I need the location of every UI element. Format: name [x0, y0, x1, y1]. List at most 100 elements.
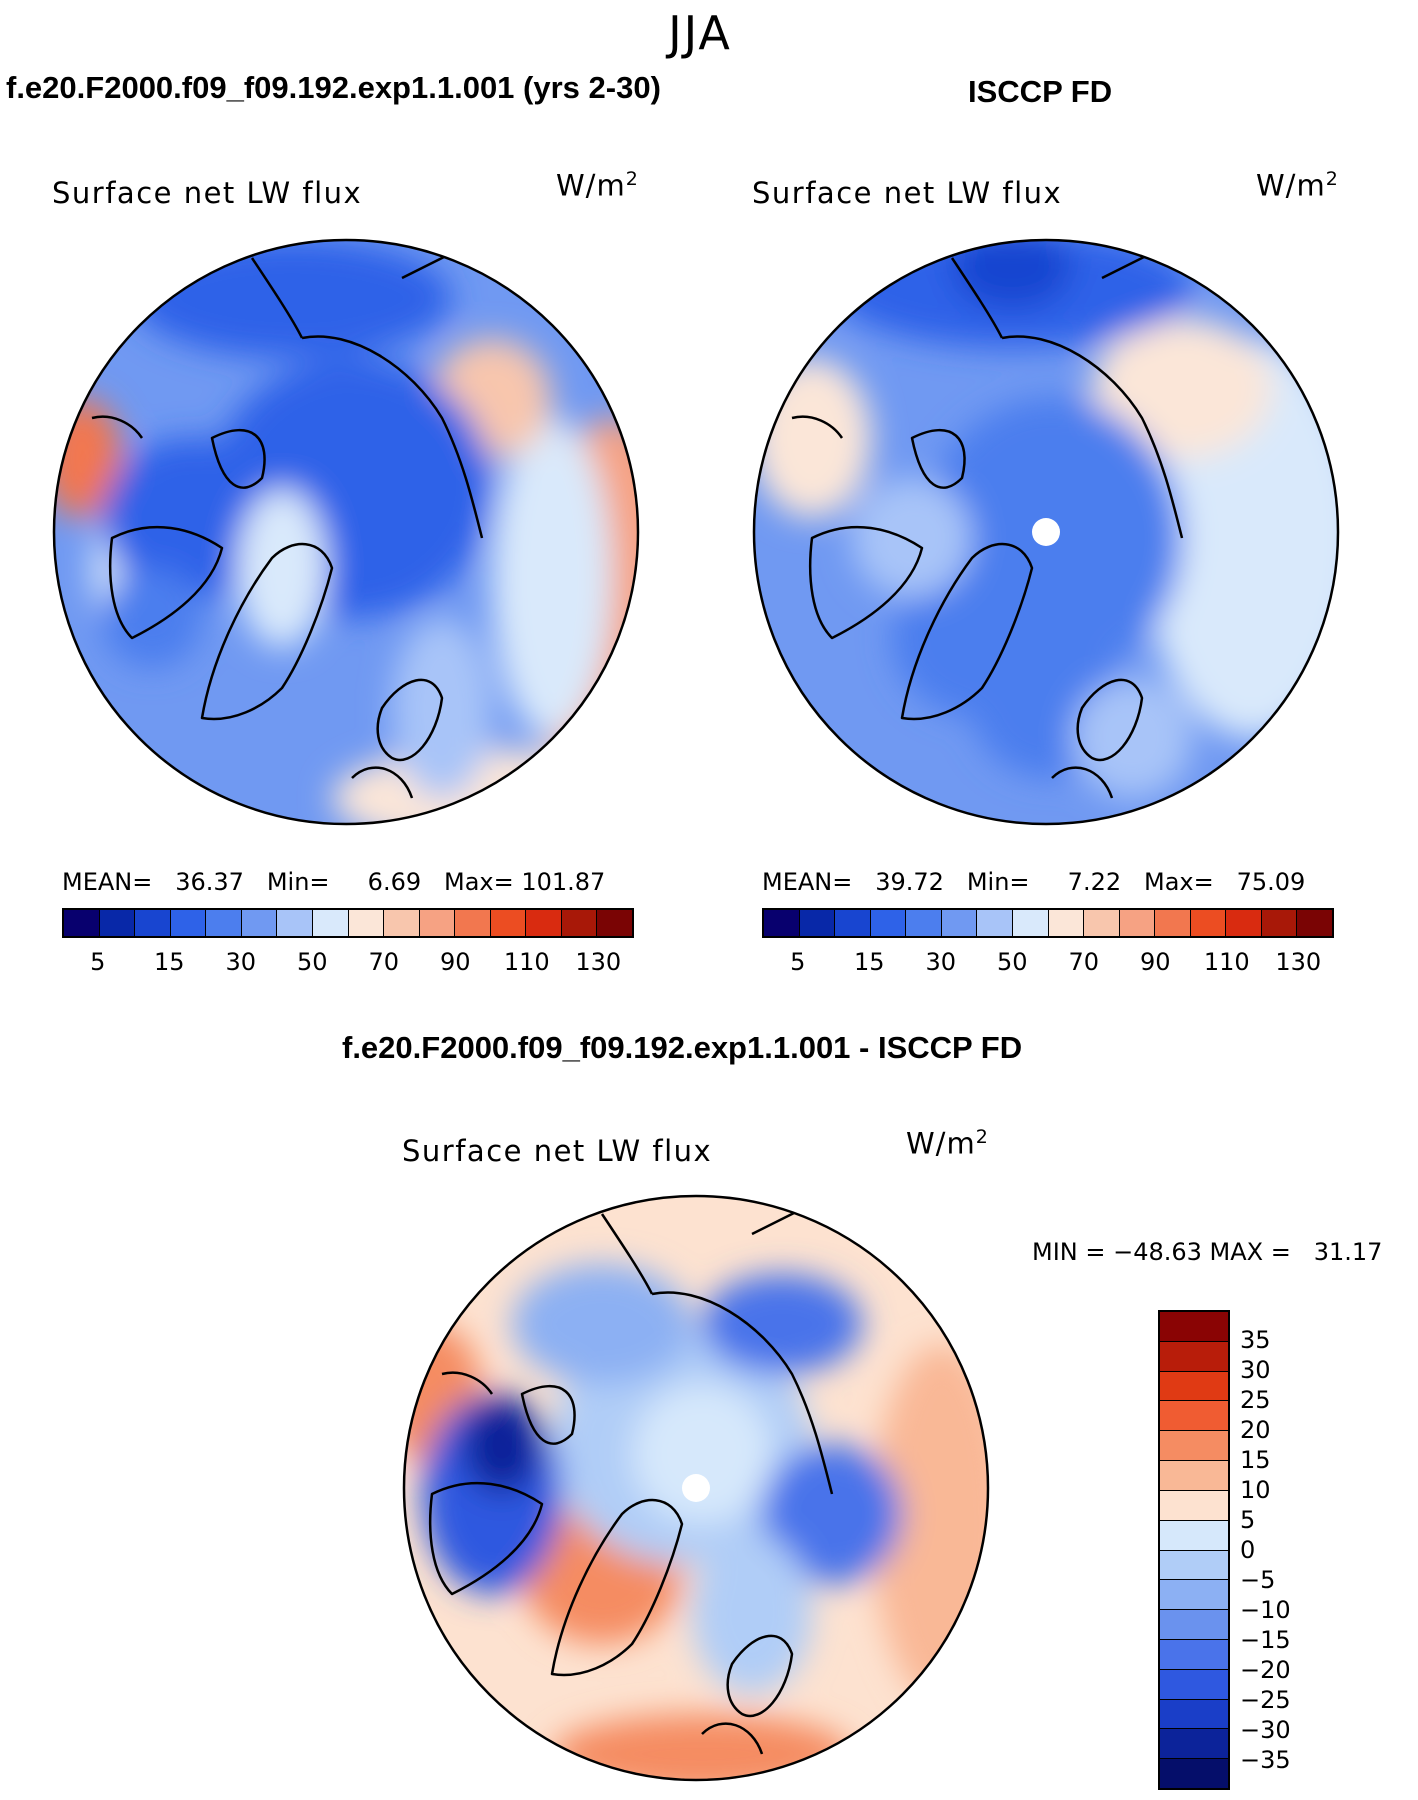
diff-polar-map — [402, 1194, 990, 1782]
colorbar-tick-label: −25 — [1240, 1686, 1291, 1714]
colorbar-tick-label: 15 — [153, 948, 185, 976]
diff-case-title: f.e20.F2000.f09_f09.192.exp1.1.001 - ISC… — [342, 1030, 1023, 1065]
colorbar-tick-label: 50 — [296, 948, 328, 976]
model-variable-title: Surface net LW flux — [52, 176, 363, 210]
model-polar-map — [52, 238, 640, 826]
colorbar-tick-label: 5 — [1240, 1506, 1256, 1534]
colorbar-swatch — [1160, 1341, 1228, 1372]
colorbar-tick-label: 50 — [996, 948, 1028, 976]
model-case-title: f.e20.F2000.f09_f09.192.exp1.1.001 (yrs … — [6, 70, 661, 105]
colorbar-tick-label: 30 — [925, 948, 957, 976]
colorbar-swatch — [764, 910, 800, 936]
colorbar-swatch — [1160, 1639, 1228, 1670]
obs-colorbar-labels: 5 15 30 50 70 90 110 130 — [762, 948, 1334, 978]
colorbar-swatch — [1160, 1520, 1228, 1551]
colorbar-swatch — [99, 910, 136, 936]
colorbar-tick-label: 130 — [1275, 948, 1322, 976]
colorbar-tick-label: −15 — [1240, 1626, 1291, 1654]
diff-variable-title: Surface net LW flux — [402, 1134, 713, 1168]
colorbar-swatch — [455, 910, 491, 936]
colorbar-swatch — [870, 910, 907, 936]
colorbar-swatch — [526, 910, 562, 936]
colorbar-swatch — [1160, 1759, 1228, 1788]
colorbar-swatch — [597, 910, 632, 936]
colorbar-tick-label: −30 — [1240, 1716, 1291, 1744]
model-stats: MEAN= 36.37 Min= 6.69 Max= 101.87 — [62, 868, 606, 896]
colorbar-tick-label: 35 — [1240, 1326, 1271, 1354]
colorbar-tick-label: −35 — [1240, 1746, 1291, 1774]
colorbar-swatch — [348, 910, 385, 936]
diff-colorbar-labels: 35 30 25 20 15 10 5 0 −5 −10 −15 −20 −25 −30 −35 — [1240, 1310, 1320, 1790]
colorbar-swatch — [1190, 910, 1227, 936]
colorbar-tick-label: 110 — [1203, 948, 1250, 976]
colorbar-swatch — [64, 910, 100, 936]
colorbar-tick-label: 15 — [1240, 1446, 1271, 1474]
obs-stats: MEAN= 39.72 Min= 7.22 Max= 75.09 — [762, 868, 1306, 896]
colorbar-tick-label: −10 — [1240, 1596, 1291, 1624]
diff-stats: MIN = −48.63 MAX = 31.17 — [1032, 1238, 1383, 1266]
model-colorbar — [62, 908, 634, 938]
colorbar-swatch — [1048, 910, 1085, 936]
colorbar-tick-label: 25 — [1240, 1386, 1271, 1414]
obs-units: W/m2 — [1256, 168, 1339, 203]
colorbar-swatch — [1160, 1490, 1228, 1521]
colorbar-swatch — [1160, 1610, 1228, 1640]
colorbar-swatch — [1160, 1461, 1228, 1491]
colorbar-tick-label: 30 — [1240, 1356, 1271, 1384]
colorbar-swatch — [941, 910, 978, 936]
colorbar-tick-label: 110 — [503, 948, 550, 976]
colorbar-swatch — [1160, 1669, 1228, 1700]
obs-polar-map — [752, 238, 1340, 826]
colorbar-swatch — [1119, 910, 1156, 936]
colorbar-swatch — [835, 910, 871, 936]
colorbar-swatch — [1261, 910, 1298, 936]
colorbar-tick-label: 90 — [1139, 948, 1171, 976]
obs-colorbar — [762, 908, 1334, 938]
colorbar-tick-label: −5 — [1240, 1566, 1276, 1594]
colorbar-swatch — [1297, 910, 1332, 936]
colorbar-swatch — [241, 910, 278, 936]
colorbar-swatch — [1155, 910, 1191, 936]
colorbar-swatch — [799, 910, 836, 936]
colorbar-tick-label: 70 — [1068, 948, 1100, 976]
colorbar-swatch — [490, 910, 527, 936]
colorbar-swatch — [1160, 1550, 1228, 1581]
colorbar-tick-label: 10 — [1240, 1476, 1271, 1504]
colorbar-swatch — [170, 910, 207, 936]
colorbar-tick-label: 0 — [1240, 1536, 1256, 1564]
colorbar-tick-label: 15 — [853, 948, 885, 976]
colorbar-tick-label: 5 — [90, 948, 106, 976]
colorbar-tick-label: 70 — [368, 948, 400, 976]
colorbar-swatch — [1160, 1371, 1228, 1402]
colorbar-tick-label: 130 — [575, 948, 622, 976]
colorbar-tick-label: 90 — [439, 948, 471, 976]
colorbar-swatch — [1160, 1312, 1228, 1342]
colorbar-swatch — [1226, 910, 1262, 936]
colorbar-swatch — [977, 910, 1013, 936]
obs-variable-title: Surface net LW flux — [752, 176, 1063, 210]
colorbar-swatch — [419, 910, 456, 936]
colorbar-swatch — [1084, 910, 1120, 936]
colorbar-swatch — [561, 910, 598, 936]
colorbar-tick-label: −20 — [1240, 1656, 1291, 1684]
diff-units: W/m2 — [906, 1126, 989, 1161]
colorbar-swatch — [1160, 1699, 1228, 1730]
colorbar-swatch — [1012, 910, 1049, 936]
season-title: JJA — [668, 6, 732, 60]
diff-colorbar — [1158, 1310, 1230, 1790]
obs-case-title: ISCCP FD — [968, 74, 1113, 109]
colorbar-swatch — [1160, 1431, 1228, 1462]
model-units: W/m2 — [556, 168, 639, 203]
colorbar-swatch — [135, 910, 171, 936]
colorbar-swatch — [277, 910, 313, 936]
colorbar-swatch — [1160, 1401, 1228, 1432]
colorbar-tick-label: 30 — [225, 948, 257, 976]
colorbar-swatch — [312, 910, 349, 936]
colorbar-swatch — [906, 910, 942, 936]
model-colorbar-labels: 5 15 30 50 70 90 110 130 — [62, 948, 634, 978]
colorbar-swatch — [206, 910, 242, 936]
colorbar-tick-label: 5 — [790, 948, 806, 976]
colorbar-swatch — [1160, 1729, 1228, 1760]
colorbar-swatch — [384, 910, 420, 936]
colorbar-swatch — [1160, 1580, 1228, 1611]
